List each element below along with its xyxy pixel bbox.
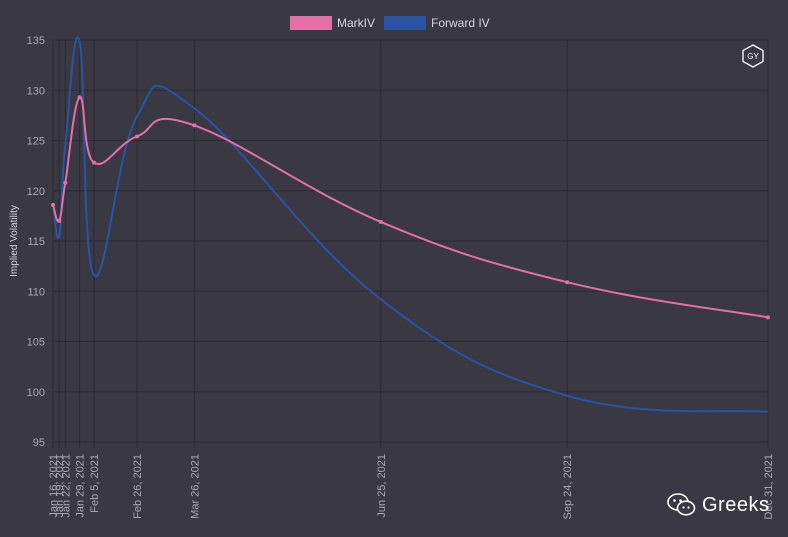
y-tick-label: 95: [33, 437, 45, 449]
x-tick-label: Mar 26, 2021: [189, 454, 201, 519]
markiv-point: [77, 95, 82, 100]
markiv-point: [63, 180, 68, 185]
markiv-line: [52, 96, 769, 319]
x-tick-label: Jun 25, 2021: [376, 454, 388, 518]
markiv-point: [57, 218, 62, 223]
x-tick-label: Jan 29, 2021: [75, 454, 87, 518]
y-tick-label: 130: [27, 85, 45, 97]
x-tick-label: Jan 16, 2021: [48, 454, 60, 518]
y-tick-label: 110: [27, 286, 45, 298]
legend: MarkIV Forward IV: [290, 16, 490, 30]
legend-swatch-markiv[interactable]: [290, 16, 332, 30]
gy-badge: GY: [741, 44, 765, 68]
watermark: Greeks: [666, 490, 769, 520]
x-tick-label: Sep 24, 2021: [562, 454, 574, 519]
markiv-point: [565, 280, 570, 285]
markiv-point: [134, 134, 139, 139]
y-tick-label: 115: [27, 236, 45, 248]
markiv-point: [766, 315, 770, 320]
x-tick-label: Feb 26, 2021: [132, 454, 144, 519]
y-tick-label: 135: [27, 35, 45, 47]
legend-label-forward-iv[interactable]: Forward IV: [431, 16, 490, 30]
x-tick-label: Jan 22, 2021: [60, 454, 72, 518]
y-axis-label: Implied Volatility: [9, 205, 20, 277]
y-tick-label: 120: [27, 186, 45, 198]
markiv-point: [192, 123, 197, 128]
grid: [52, 39, 769, 448]
hexagon-icon: GY: [742, 44, 764, 68]
series-lines: [51, 36, 770, 413]
y-tick-label: 125: [27, 136, 45, 148]
x-tick-label: Feb 5, 2021: [89, 454, 101, 513]
markiv-point: [91, 160, 96, 165]
x-tick-label: Jan 19, 2021: [54, 454, 66, 518]
legend-swatch-forward-iv[interactable]: [384, 16, 426, 30]
y-axis: 95 100 105 110 115 120 125 130 135: [27, 35, 45, 449]
wechat-icon: [667, 493, 696, 516]
badge-text: GY: [747, 52, 759, 61]
markiv-point: [51, 202, 55, 207]
watermark-text: Greeks: [702, 493, 770, 516]
y-tick-label: 105: [27, 337, 45, 349]
forward-iv-line: [52, 36, 769, 413]
legend-label-markiv[interactable]: MarkIV: [337, 16, 375, 30]
markiv-point: [378, 219, 383, 224]
y-tick-label: 100: [27, 387, 45, 399]
x-tick-label: Dec 31, 2021: [763, 454, 775, 519]
